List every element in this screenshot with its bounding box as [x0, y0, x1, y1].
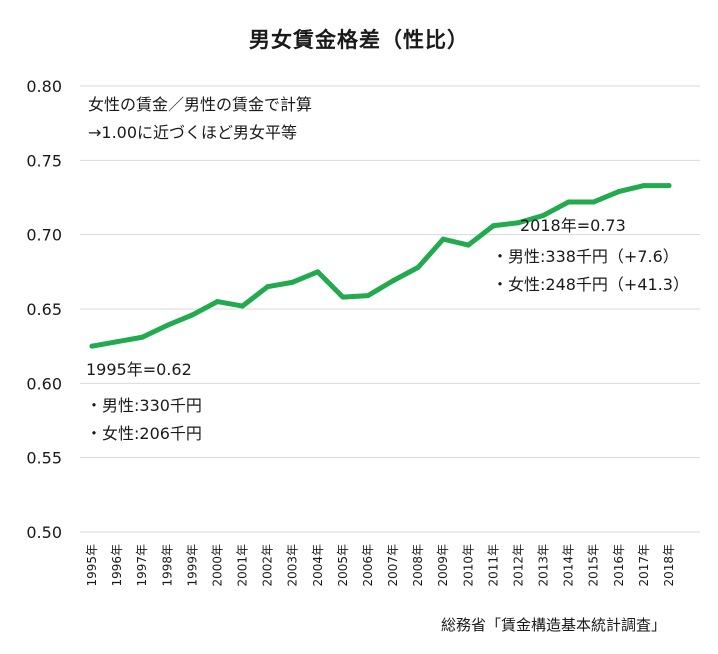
data-point [616, 189, 622, 195]
x-tick-label: 2011年 [486, 544, 500, 587]
x-tick-label: 2007年 [386, 544, 400, 587]
x-tick-label: 2010年 [461, 544, 475, 587]
x-tick-label: 2002年 [261, 544, 275, 587]
data-point [666, 183, 672, 189]
annotation-1995-male: ・男性:330千円 [86, 396, 202, 415]
x-tick-label: 2017年 [637, 544, 651, 587]
data-point [89, 343, 95, 349]
data-point [541, 212, 547, 218]
x-tick-label: 2015年 [587, 544, 601, 587]
data-point [365, 293, 371, 299]
data-point [290, 279, 296, 285]
x-tick-label: 2013年 [537, 544, 551, 587]
method-note-line1: 女性の賃金／男性の賃金で計算 [88, 95, 313, 114]
series-layer [89, 183, 672, 349]
data-point [591, 199, 597, 205]
x-tick-label: 1997年 [135, 544, 149, 587]
y-tick-label: 0.50 [26, 523, 62, 542]
x-tick-label: 2009年 [436, 544, 450, 587]
y-tick-label: 0.55 [26, 449, 62, 468]
x-tick-label: 1998年 [160, 544, 174, 587]
data-point [164, 322, 170, 328]
x-tick-label: 2005年 [336, 544, 350, 587]
x-tick-label: 2008年 [411, 544, 425, 587]
x-tick-label: 2004年 [311, 544, 325, 587]
series-line [89, 183, 672, 349]
x-tick-label: 2016年 [612, 544, 626, 587]
x-tick-labels: 1995年 1996年 1997年 1998年 1999年 2000年 2001年 2002年… [85, 544, 676, 587]
annotation-2018-label: 2018年=0.73 [520, 216, 626, 235]
x-tick-label: 2018年 [662, 544, 676, 587]
y-tick-label: 0.80 [26, 77, 62, 96]
y-tick-label: 0.60 [26, 374, 62, 393]
annotation-1995-label: 1995年=0.62 [86, 360, 192, 379]
grid-layer [80, 85, 700, 533]
data-point [465, 242, 471, 248]
x-tick-label: 2000年 [210, 544, 224, 587]
y-tick-label: 0.75 [26, 151, 62, 170]
x-tick-label: 1999年 [185, 544, 199, 587]
data-point [440, 236, 446, 242]
data-point [490, 223, 496, 229]
data-point [114, 339, 120, 345]
data-point [265, 284, 271, 290]
x-tick-label: 2014年 [562, 544, 576, 587]
annotation-2018-male: ・男性:338千円（+7.6） [492, 247, 679, 266]
data-point [390, 278, 396, 284]
data-point [214, 299, 220, 305]
annotation-2018-female: ・女性:248千円（+41.3） [492, 275, 689, 294]
x-tick-label: 2001年 [236, 544, 250, 587]
source-note: 総務省「賃金構造基本統計調査」 [440, 616, 666, 634]
annotation-1995-female: ・女性:206千円 [86, 424, 202, 443]
method-note: 女性の賃金／男性の賃金で計算 →1.00に近づくほど男女平等 [88, 91, 312, 147]
y-tick-labels: 0.50 0.55 0.60 0.65 0.70 0.75 0.80 [26, 77, 62, 542]
chart-title: 男女賃金格差（性比） [249, 28, 469, 52]
x-tick-label: 2006年 [361, 544, 375, 587]
data-point [340, 294, 346, 300]
data-point [415, 264, 421, 270]
data-point [240, 303, 246, 309]
x-tick-label: 1995年 [85, 544, 99, 587]
annotation-2018: ・男性:338千円（+7.6） ・女性:248千円（+41.3） [492, 243, 689, 299]
y-tick-label: 0.70 [26, 226, 62, 245]
x-tick-label: 2012年 [511, 544, 525, 587]
y-tick-label: 0.65 [26, 300, 62, 319]
data-point [566, 199, 572, 205]
data-point [515, 220, 521, 226]
data-point [189, 312, 195, 318]
data-point [641, 183, 647, 189]
x-tick-label: 1996年 [110, 544, 124, 587]
annotation-1995: 1995年=0.62 ・男性:330千円 ・女性:206千円 [86, 356, 202, 448]
x-tick-label: 2003年 [286, 544, 300, 587]
data-point [315, 269, 321, 275]
method-note-line2: →1.00に近づくほど男女平等 [88, 123, 298, 142]
data-point [139, 334, 145, 340]
